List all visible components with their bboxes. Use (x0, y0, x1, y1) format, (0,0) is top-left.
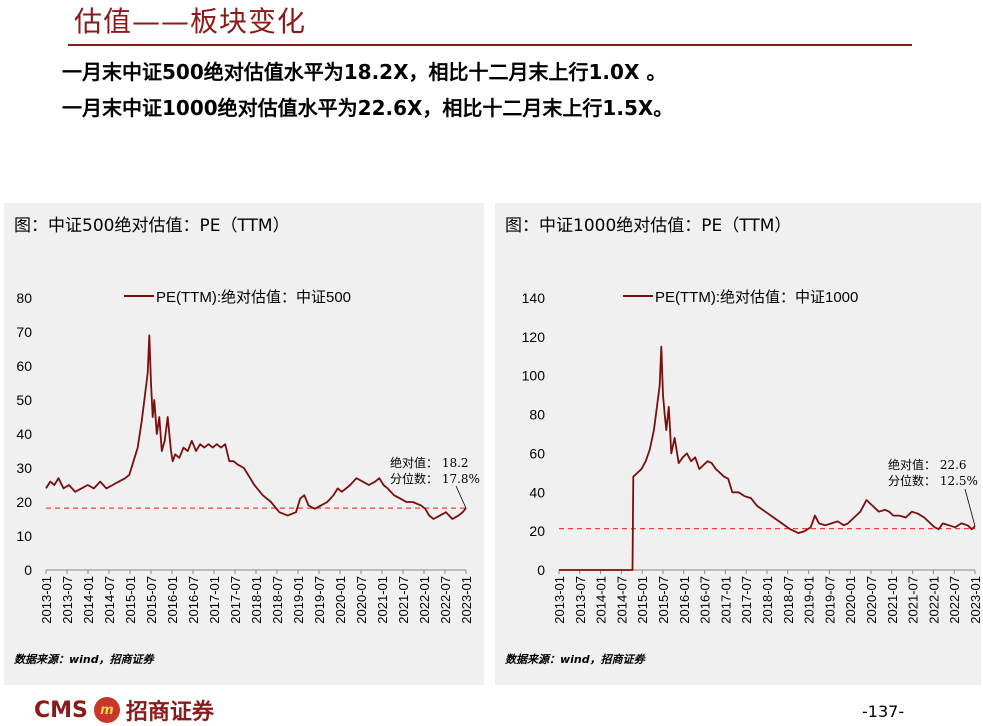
x-tick-label: 2016-07 (186, 576, 201, 624)
y-tick-label: 0 (537, 562, 545, 578)
y-tick-label: 20 (529, 523, 545, 539)
x-tick-label: 2019-07 (312, 576, 327, 624)
x-tick-label: 2018-07 (270, 576, 285, 624)
x-tick-label: 2022-07 (438, 576, 453, 624)
y-tick-label: 20 (16, 494, 32, 510)
x-tick-label: 2022-07 (947, 576, 962, 624)
x-tick-label: 2014-07 (102, 576, 117, 624)
y-tick-label: 40 (16, 426, 32, 442)
x-tick-label: 2015-07 (144, 576, 159, 624)
x-tick-label: 2013-01 (552, 576, 567, 624)
chart-csi1000: 0 20 40 60 80 100 120 140 2013-01 2013-07 2014-01 2… (522, 289, 981, 624)
y-tick-label: 60 (16, 358, 32, 374)
x-tick-label: 2018-01 (249, 576, 264, 624)
chart-csi500: 0 10 20 30 40 50 60 70 80 2013-01 2013-07 2014-01 20… (16, 289, 480, 624)
x-tick-label: 2014-01 (81, 576, 96, 624)
brand-latin: CMS (34, 697, 88, 723)
brand-cn: 招商证券 (125, 700, 214, 725)
annotation-pointer (964, 488, 976, 527)
x-tick-label: 2020-07 (864, 576, 879, 624)
y-tick-label: 140 (522, 290, 546, 306)
annotation-percentile: 分位数： 17.8% (390, 471, 480, 486)
x-tick-label: 2019-07 (822, 576, 837, 624)
annotation-pointer (455, 485, 467, 509)
page-number: -137- (862, 702, 905, 721)
annotation-value: 绝对值： 18.2 (390, 455, 469, 470)
x-tick-label: 2020-01 (843, 576, 858, 624)
y-tick-label: 80 (16, 290, 32, 306)
x-tick-label: 2015-01 (635, 576, 650, 624)
x-tick-label: 2017-01 (207, 576, 222, 624)
data-source: 数据来源：wind，招商证券 (505, 653, 645, 666)
x-tick-label: 2021-01 (375, 576, 390, 624)
summary-line-csi500: 一月末中证500绝对估值水平为18.2X，相比十二月末上行1.0X 。 (62, 60, 667, 84)
y-tick-label: 50 (16, 392, 32, 408)
page-title: 估值——板块变化 (74, 5, 307, 38)
series-line (45, 334, 467, 520)
brand-logo: CMS m 招商证券 (34, 694, 214, 726)
x-tick-label: 2013-01 (39, 576, 54, 624)
x-tick-label: 2016-01 (165, 576, 180, 624)
x-tick-label: 2019-01 (291, 576, 306, 624)
x-tick-label: 2014-01 (594, 576, 609, 624)
y-tick-label: 60 (529, 445, 545, 461)
x-tick-label: 2018-07 (781, 576, 796, 624)
x-tick-label: 2019-01 (802, 576, 817, 624)
x-tick-label: 2017-07 (228, 576, 243, 624)
y-tick-label: 0 (24, 562, 32, 578)
x-tick-label: 2015-01 (123, 576, 138, 624)
x-tick-label: 2013-07 (573, 576, 588, 624)
y-tick-label: 30 (16, 460, 32, 476)
x-tick-label: 2021-07 (396, 576, 411, 624)
title-divider (68, 44, 912, 46)
chart-panel-csi500: 图：中证500绝对估值：PE（TTM） 0 10 20 30 40 50 60 70 80 201… (4, 203, 484, 685)
x-tick-label: 2017-01 (718, 576, 733, 624)
x-tick-label: 2018-01 (760, 576, 775, 624)
y-tick-label: 100 (522, 368, 546, 384)
x-tick-label: 2023-01 (968, 576, 981, 624)
x-tick-label: 2020-01 (333, 576, 348, 624)
x-tick-label: 2016-01 (677, 576, 692, 624)
x-tick-label: 2014-07 (614, 576, 629, 624)
chart-title: 图：中证500绝对估值：PE（TTM） (14, 216, 290, 236)
x-tick-label: 2016-07 (698, 576, 713, 624)
x-tick-label: 2022-01 (417, 576, 432, 624)
data-source: 数据来源：wind，招商证券 (14, 653, 154, 666)
chart-panel-csi1000: 图：中证1000绝对估值：PE（TTM） 0 20 40 60 80 100 120 140 2… (495, 203, 981, 685)
y-tick-label: 70 (16, 324, 32, 340)
x-tick-label: 2015-07 (656, 576, 671, 624)
legend-label: PE(TTM):绝对估值：中证1000 (655, 289, 858, 306)
series-line (559, 345, 976, 571)
y-tick-label: 10 (16, 528, 32, 544)
y-tick-label: 40 (529, 484, 545, 500)
brand-emblem-icon: m (93, 697, 120, 723)
x-tick-label: 2020-07 (354, 576, 369, 624)
x-tick-label: 2017-07 (739, 576, 754, 624)
annotation-value: 绝对值： 22.6 (888, 457, 967, 472)
x-tick-label: 2021-01 (885, 576, 900, 624)
y-tick-label: 80 (529, 407, 545, 423)
x-tick-label: 2021-07 (906, 576, 921, 624)
chart-title: 图：中证1000绝对估值：PE（TTM） (505, 216, 792, 236)
x-tick-label: 2022-01 (926, 576, 941, 624)
summary-line-csi1000: 一月末中证1000绝对估值水平为22.6X，相比十二月末上行1.5X。 (62, 96, 674, 120)
x-tick-label: 2013-07 (60, 576, 75, 624)
annotation-percentile: 分位数： 12.5% (888, 473, 978, 488)
x-tick-label: 2023-01 (459, 576, 474, 624)
y-tick-label: 120 (522, 329, 546, 345)
legend-label: PE(TTM):绝对估值：中证500 (156, 289, 351, 306)
